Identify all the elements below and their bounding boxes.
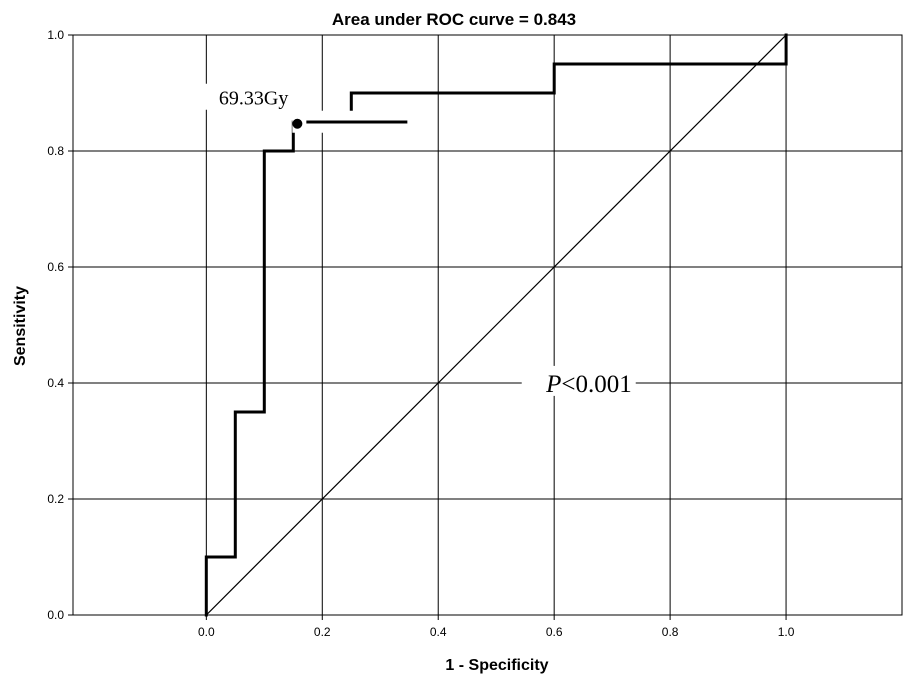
y-tick-label: 0.6	[47, 260, 64, 274]
x-tick-label: 0.6	[546, 625, 563, 639]
y-tick-label: 1.0	[47, 28, 64, 42]
roc-curve-line	[204, 33, 788, 617]
y-tick-label: 0.2	[47, 492, 64, 506]
x-tick-label: 0.2	[314, 625, 331, 639]
reference-line-group	[205, 34, 787, 616]
p-value-annotation: P<0.001	[545, 371, 632, 398]
p-value-background	[521, 365, 636, 396]
roc-curve-group	[204, 33, 788, 617]
annotations: 69.33Gy P<0.001	[204, 83, 636, 398]
cutoff-point-marker	[292, 118, 303, 129]
tick-labels: 0.0 0.2 0.4 0.6 0.8 1.0 0.0 0.2 0.4 0.6 0.8 1.0	[47, 28, 794, 639]
p-value-text: <0.001	[561, 371, 631, 398]
x-axis-label: 1 - Specificity	[445, 657, 548, 674]
x-tick-label: 0.0	[198, 625, 215, 639]
plot-frame	[72, 34, 903, 616]
p-value-symbol: P	[545, 371, 561, 398]
x-tick-label: 0.8	[662, 625, 679, 639]
cutoff-label: 69.33Gy	[219, 88, 288, 110]
y-tick-label: 0.4	[47, 376, 64, 390]
chart-title: Area under ROC curve = 0.843	[332, 10, 576, 29]
y-tick-label: 0.8	[47, 144, 64, 158]
x-tick-label: 0.4	[430, 625, 447, 639]
x-tick-label: 1.0	[778, 625, 795, 639]
cutoff-label-background	[204, 83, 295, 110]
reference-diagonal-line	[205, 34, 787, 616]
y-axis-label: Sensitivity	[12, 286, 29, 366]
y-tick-label: 0.0	[47, 608, 64, 622]
